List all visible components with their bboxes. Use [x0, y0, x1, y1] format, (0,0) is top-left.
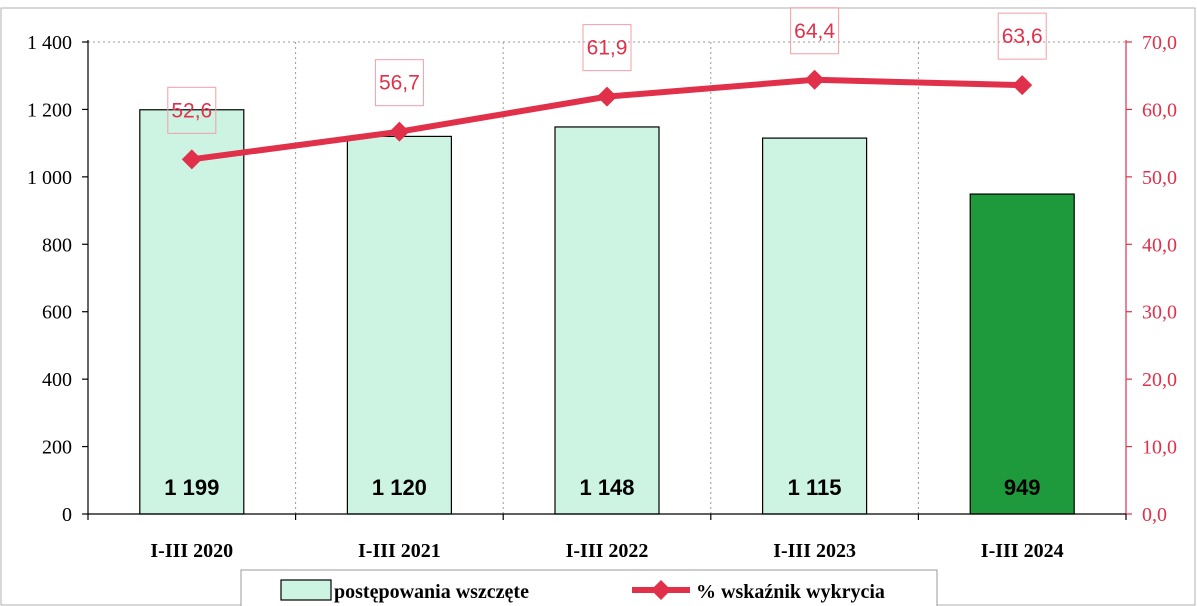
left-axis-tick-label: 1 000	[27, 167, 72, 189]
bar	[761, 137, 868, 515]
bar-series	[139, 109, 1075, 515]
right-axis-tick-label: 10,0	[1142, 437, 1177, 459]
left-axis-tick-label: 600	[42, 302, 72, 324]
bar	[139, 109, 245, 515]
bar-value-label: 1 115	[788, 475, 842, 500]
bar	[554, 126, 660, 515]
bar-value-label: 1 199	[164, 475, 219, 500]
left-axis-tick-label: 0	[62, 504, 72, 526]
right-axis-tick-label: 30,0	[1142, 302, 1177, 324]
x-axis-tick-label: I-III 2021	[358, 540, 441, 562]
line-value-label: 63,6	[1002, 25, 1043, 48]
line-value-label-box	[790, 7, 840, 55]
bar-value-label: 949	[1004, 475, 1041, 500]
legend-box	[240, 569, 938, 606]
legend-label-line: % wskaźnik wykrycia	[696, 581, 885, 603]
bar-value-label: 1 120	[372, 475, 427, 500]
right-axis-tick-label: 60,0	[1142, 99, 1177, 121]
line-value-label-box	[374, 59, 424, 107]
data-labels: 1 199 1 120 1 148 1 115 949 52,6 56,7 61,9 64,4 6…	[164, 7, 1047, 500]
left-axis-tick-label: 400	[42, 369, 72, 391]
legend-label-bar: postępowania wszczęte	[334, 581, 529, 603]
x-axis-tick-label: I-III 2024	[981, 540, 1064, 562]
line-value-label: 52,6	[171, 99, 212, 122]
line-marker	[597, 86, 617, 107]
left-axis-tick-label: 800	[42, 234, 72, 256]
line-value-label: 61,9	[587, 37, 628, 60]
line-marker	[389, 121, 410, 142]
x-axis-tick-label: I-III 2023	[773, 540, 856, 562]
x-axis-tick-label: I-III 2020	[150, 540, 233, 562]
left-axis-tick-label: 1 400	[27, 32, 72, 54]
x-axis-tick-label: I-III 2022	[566, 540, 649, 562]
line-series	[181, 69, 1033, 170]
line-marker	[1012, 75, 1033, 96]
right-axis-tick-label: 70,0	[1142, 32, 1177, 54]
legend: postępowania wszczęte % wskaźnik wykrycia	[240, 569, 938, 606]
line-value-label-box	[582, 24, 632, 72]
left-axis-tick-label: 200	[42, 437, 72, 459]
line-value-label: 64,4	[794, 20, 835, 43]
legend-swatch-marker	[651, 580, 671, 600]
right-axis-tick-label: 50,0	[1142, 167, 1177, 189]
bar-value-label: 1 148	[579, 475, 634, 500]
line-marker	[804, 69, 825, 90]
axes: 0 200 400 600 800 1 000 1 200 1 400 0,0 10,0 20,0 3…	[27, 32, 1177, 562]
line-value-label-box	[167, 86, 217, 134]
right-axis-tick-label: 0,0	[1142, 504, 1167, 526]
line-value-label: 56,7	[379, 72, 420, 95]
grid-lines	[88, 41, 1126, 514]
bar	[969, 193, 1075, 515]
right-axis-tick-label: 20,0	[1142, 369, 1177, 391]
line-marker	[181, 149, 202, 170]
line-value-label-box	[997, 12, 1047, 60]
bar	[346, 135, 452, 515]
left-axis-tick-label: 1 200	[27, 99, 72, 121]
right-axis-tick-label: 40,0	[1142, 234, 1177, 256]
legend-swatch-bar	[280, 579, 332, 601]
